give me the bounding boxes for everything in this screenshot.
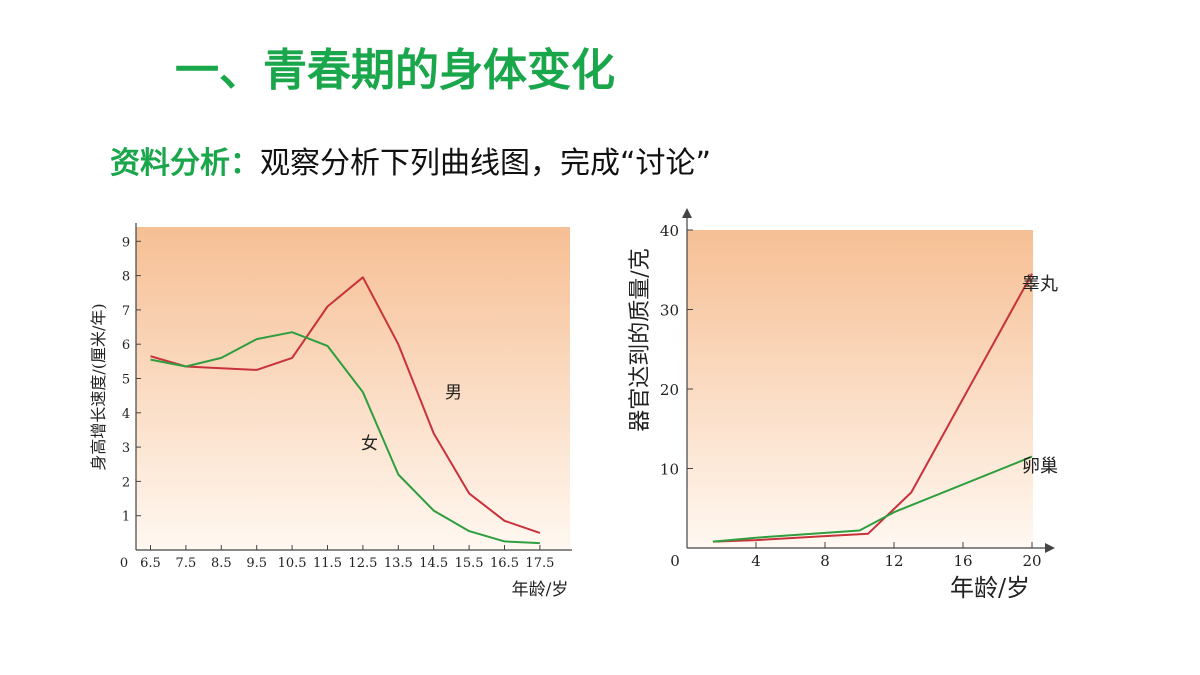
x-tick-label: 14.5 [419,556,448,571]
y-tick-label: 40 [660,222,679,240]
y-tick-label: 1 [122,510,130,525]
x-tick-label: 16.5 [490,556,519,571]
x-tick-label: 8.5 [211,556,232,571]
x-axis-title: 年龄/岁 [950,574,1030,602]
y-tick-label: 3 [122,441,130,456]
x-tick-label: 13.5 [384,556,413,571]
series-label: 女 [361,434,378,454]
x-axis-title: 年龄/岁 [512,580,569,600]
plot-area [687,230,1033,548]
x-tick-label: 7.5 [176,556,197,571]
series-line-male [150,276,541,534]
series-label: 卵巢 [1022,456,1058,477]
x-tick-label: 9.5 [246,556,267,571]
x-tick-label: 16 [953,552,972,570]
series-line-testis [712,273,1033,543]
series-line-ovary [712,455,1033,543]
analysis-text: 观察分析下列曲线图，完成“讨论” [260,146,712,181]
y-tick-label: 7 [122,304,130,319]
origin-label: 0 [670,552,680,570]
x-tick-label: 4 [751,552,761,570]
y-tick-label: 6 [122,338,130,353]
x-tick-label: 12.5 [348,556,377,571]
series-line-female [150,331,540,545]
y-tick-label: 10 [660,461,679,479]
origin-label: 0 [120,556,128,571]
x-tick-label: 12 [884,552,903,570]
analysis-instruction: 资料分析：观察分析下列曲线图，完成“讨论” [110,138,711,182]
x-tick-label: 20 [1022,552,1041,570]
x-tick-label: 15.5 [455,556,484,571]
height-growth-chart: 0 身高增长速度/(厘米/年) 年龄/岁 1 2 3 4 5 6 7 8 9 6.5 7.5 8.5… [89,223,572,600]
x-tick-label: 8 [820,552,830,570]
y-axis-arrow-icon [682,208,692,218]
x-tick-label: 17.5 [525,556,554,571]
y-tick-label: 8 [122,270,130,285]
y-axis-title: 器官达到的质量/克 [628,248,653,431]
y-tick-label: 20 [660,381,679,399]
series-label: 睾丸 [1022,274,1058,295]
x-axis-arrow-icon [1045,543,1055,553]
series-label: 男 [445,383,462,403]
x-tick-label: 6.5 [140,556,161,571]
x-tick-label: 10.5 [278,556,307,571]
y-tick-label: 2 [122,475,130,490]
y-tick-label: 4 [122,407,130,422]
y-tick-label: 9 [122,235,130,250]
plot-area [136,227,570,550]
analysis-label: 资料分析： [110,146,260,181]
x-tick-label: 11.5 [313,556,342,571]
y-axis-title: 身高增长速度/(厘米/年) [89,303,108,470]
y-tick-label: 5 [122,373,130,388]
y-tick-label: 30 [660,302,679,320]
slide-title: 一、青春期的身体变化 [175,45,615,96]
